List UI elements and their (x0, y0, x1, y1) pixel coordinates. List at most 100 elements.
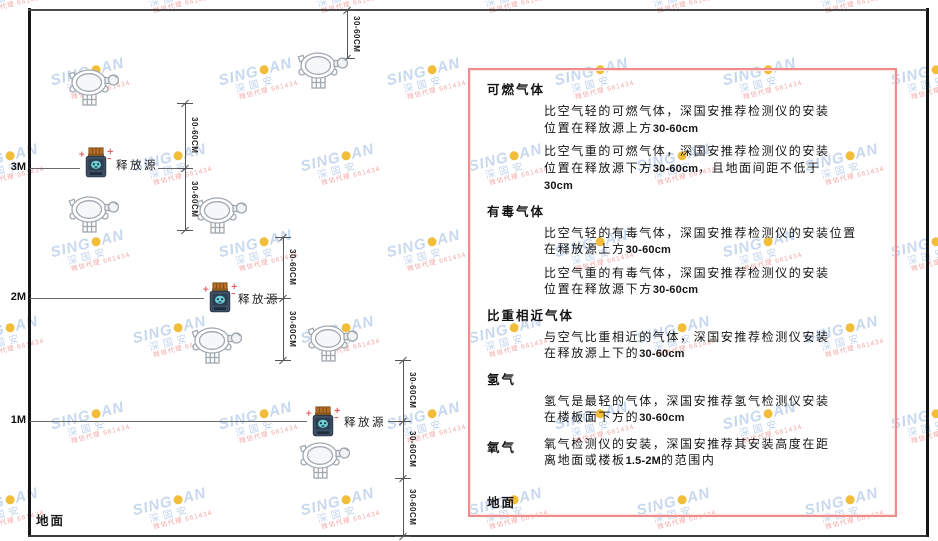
watermark-dot-icon (930, 408, 938, 420)
watermark-cn-text: 深国安 (148, 160, 192, 182)
panel-paragraph: 比空气重的可燃气体，深国安推荐检测仪的安装 位置在释放源下方30-60cm，且地面… (544, 143, 885, 195)
panel-paragraph-line: 比空气重的有毒气体，深国安推荐检测仪的安装 (544, 265, 830, 280)
panel-paragraph-line: 比空气轻的可燃气体，深国安推荐检测仪的安装 (544, 104, 830, 118)
panel-paragraph-line: 位置在释放源下方30-60cm (544, 282, 699, 296)
watermark-dot-icon (930, 64, 938, 76)
dimension-label-text: 30-60CM (352, 15, 361, 53)
dimension-label: 30-60CM (190, 106, 202, 166)
watermark-dot-icon (172, 494, 184, 506)
watermark-dot-icon (426, 64, 438, 76)
watermark-dot-icon (930, 236, 938, 248)
panel-section-heading: 比重相近气体 (487, 308, 575, 323)
release-source-label-1m: 释放源 (344, 417, 386, 429)
panel-paragraph-line: 与空气比重相近的气体，深国安推荐检测仪安装 (544, 329, 830, 344)
panel-paragraph-line: 位置在释放源下方30-60cm，且地面间距不低于 (544, 160, 821, 175)
gas-detector-icon-below-3m (67, 195, 119, 235)
watermark-cn-text: 深国安 (906, 418, 938, 440)
panel-section-body: 检测仪地面间距，深国安推荐在30-60cm，且不得小于30cm，因为过低容易水溅… (544, 516, 885, 518)
panel-paragraph: 与空气比重相近的气体，深国安推荐检测仪安装 在释放源上下的30-60cm (544, 329, 885, 363)
dimension-label-text: 30-60CM (288, 310, 297, 348)
watermark-dot-icon (258, 236, 270, 248)
right-wall-line (926, 8, 929, 537)
ground-line (28, 535, 927, 537)
dimension-label: 30-60CM (352, 4, 364, 64)
release-source-label-3m: 释放源 (116, 160, 158, 172)
release-source-icon-3m (78, 147, 114, 179)
dimension-label: 30-60CM (288, 299, 300, 359)
panel-section: 地面检测仪地面间距，深国安推荐在30-60cm，且不得小于30cm，因为过低容易… (487, 492, 885, 518)
watermark-contact-text: 微信代理 661434 (70, 251, 132, 274)
panel-section-heading: 有毒气体 (487, 204, 546, 219)
watermark-cn-text: 深国安 (402, 74, 446, 96)
watermark-dot-icon (4, 150, 16, 162)
gas-detector-icon-below-2m (190, 326, 242, 366)
watermark-dot-icon (172, 322, 184, 334)
watermark-contact-text: 微信代理 661434 (152, 0, 214, 16)
watermark-contact-text: 微信代理 661434 (238, 79, 300, 102)
height-label-1m: 1M (10, 414, 26, 426)
panel-paragraph-line: 位置在释放源上方30-60cm (544, 120, 699, 135)
panel-paragraph-line: 30cm (544, 180, 573, 192)
ground-label: 地面 (36, 514, 66, 528)
watermark-dot-icon (258, 64, 270, 76)
watermark-dot-icon (4, 494, 16, 506)
panel-section: 比重相近气体与空气比重相近的气体，深国安推荐检测仪安装 在释放源上下的30-60c… (487, 305, 885, 363)
panel-paragraph-line: 离地面或楼板1.5-2M的范围内 (544, 453, 716, 467)
panel-paragraph: 检测仪地面间距，深国安推荐在30-60cm，且不得小于30cm，因为过低容易水溅… (544, 516, 885, 518)
panel-section-body: 比空气轻的可燃气体，深国安推荐检测仪的安装 位置在释放源上方30-60cm 比空气重… (544, 103, 885, 195)
watermark-cn-text: 深国安 (234, 418, 278, 440)
panel-inline-row: 氧气 氧气检测仪的安装，深国安推荐其安装高度在距 离地面或楼板1.5-2M的范围内 (487, 433, 885, 476)
panel-paragraph-line: 氧气检测仪的安装，深国安推荐其安装高度在距 (544, 436, 830, 451)
panel-section: 氧气 氧气检测仪的安装，深国安推荐其安装高度在距 离地面或楼板1.5-2M的范围内 (487, 433, 885, 476)
panel-section-heading: 可燃气体 (487, 83, 546, 97)
panel-section-body: 氢气是最轻的气体，深国安推荐氢气检测仪安装 在楼板面下方的30-60cm (544, 393, 885, 427)
watermark-contact-text: 微信代理 661434 (910, 252, 938, 274)
gas-detector-icon-ceiling (296, 51, 348, 91)
dimension-label-text: 30-60CM (408, 372, 417, 409)
panel-paragraph: 氢气是最轻的气体，深国安推荐氢气检测仪安装 在楼板面下方的30-60cm (544, 393, 885, 427)
watermark-contact-text: 微信代理 661434 (152, 509, 214, 532)
watermark-dot-icon (340, 150, 352, 162)
watermark-cn-text: 深国安 (66, 418, 110, 440)
level-line-1m (30, 421, 307, 422)
gas-detector-icon-above-1m (306, 324, 358, 364)
panel-section: 氢气 氢气是最轻的气体，深国安推荐氢气检测仪安装 在楼板面下方的30-60cm (487, 369, 885, 427)
dimension-label-text: 30-60CM (190, 117, 199, 154)
watermark-contact-text: 微信代理 661434 (656, 0, 718, 16)
ceiling-line (28, 9, 927, 11)
watermark-dot-icon (426, 236, 438, 248)
panel-paragraph-line: 在楼板面下方的30-60cm (544, 410, 685, 424)
level-line-1m-stub (388, 421, 398, 422)
panel-paragraph: 比空气重的有毒气体，深国安推荐检测仪的安装 位置在释放源下方30-60cm (544, 265, 885, 299)
height-label-3m: 3M (10, 161, 26, 173)
watermark-dot-icon (90, 236, 102, 248)
panel-paragraph-line: 检测仪地面间距，深国安推荐在30-60cm，且不得 (544, 516, 885, 518)
watermark-contact-text: 微信代理 661434 (320, 509, 382, 532)
panel-section-heading: 氧气 (487, 440, 517, 455)
installation-guide-panel: 可燃气体比空气轻的可燃气体，深国安推荐检测仪的安装 位置在释放源上方30-60cm… (468, 68, 897, 517)
watermark-contact-text: 微信代理 661434 (70, 423, 132, 446)
panel-section-body: 比空气轻的有毒气体，深国安推荐检测仪的安装位置 在释放源上方30-60cm 比空气重… (544, 225, 885, 299)
release-source-label-2m: 释放源 (238, 294, 280, 306)
